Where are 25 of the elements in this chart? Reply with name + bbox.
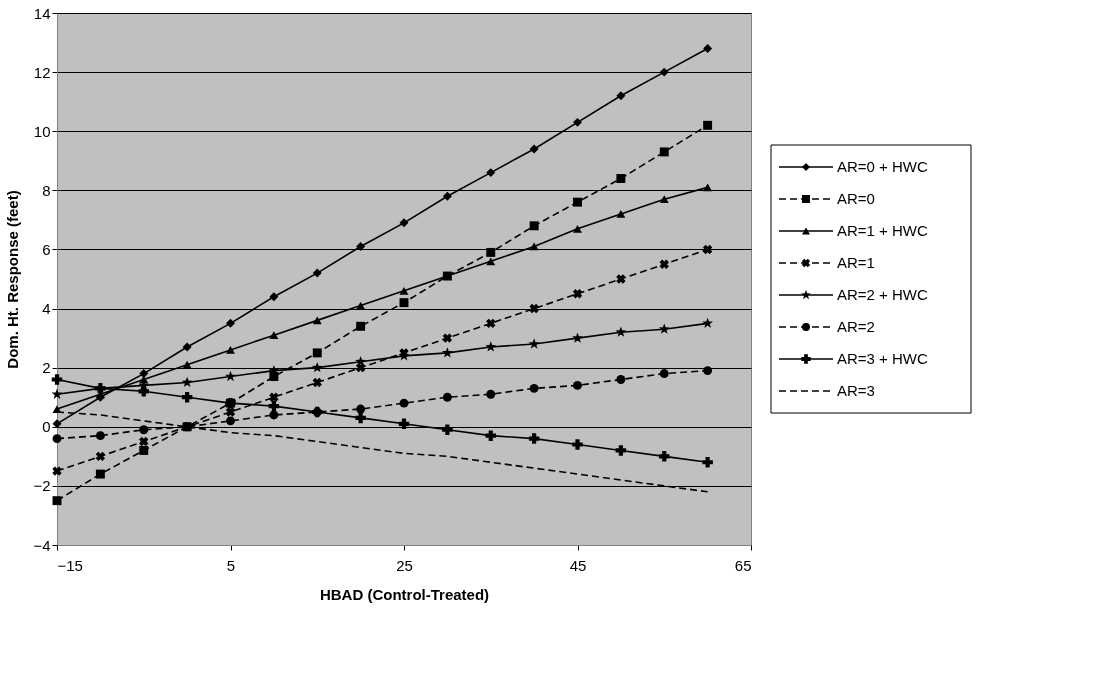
- legend-label: AR=2: [837, 318, 875, 335]
- y-tick-label: 12: [33, 63, 51, 81]
- x-tick-label: 65: [734, 556, 752, 574]
- x-tick-label: −15: [57, 556, 83, 574]
- legend-label: AR=2 + HWC: [837, 286, 929, 303]
- legend-label: AR=1 + HWC: [837, 222, 929, 239]
- y-tick-label: 6: [42, 240, 51, 258]
- legend-label: AR=0: [837, 190, 875, 207]
- y-tick-label: −4: [33, 536, 51, 554]
- legend-label: AR=3: [837, 382, 875, 399]
- y-tick-label: 14: [33, 4, 51, 22]
- legend-label: AR=1: [837, 254, 875, 271]
- legend-label: AR=3 + HWC: [837, 350, 929, 367]
- y-tick-label: 0: [42, 418, 51, 436]
- x-axis-title: HBAD (Control-Treated): [319, 585, 490, 603]
- y-tick-label: 4: [42, 300, 51, 318]
- x-tick-label: 25: [396, 556, 413, 574]
- y-tick-label: −2: [33, 477, 51, 495]
- legend-label: AR=0 + HWC: [837, 158, 929, 175]
- x-tick-label: 45: [569, 556, 587, 574]
- y-tick-label: 8: [42, 181, 51, 199]
- y-tick-label: 10: [33, 122, 51, 140]
- y-axis-title: Dom. Ht. Response (feet): [4, 190, 22, 369]
- y-tick-label: 2: [42, 359, 51, 377]
- x-tick-label: 5: [226, 556, 236, 574]
